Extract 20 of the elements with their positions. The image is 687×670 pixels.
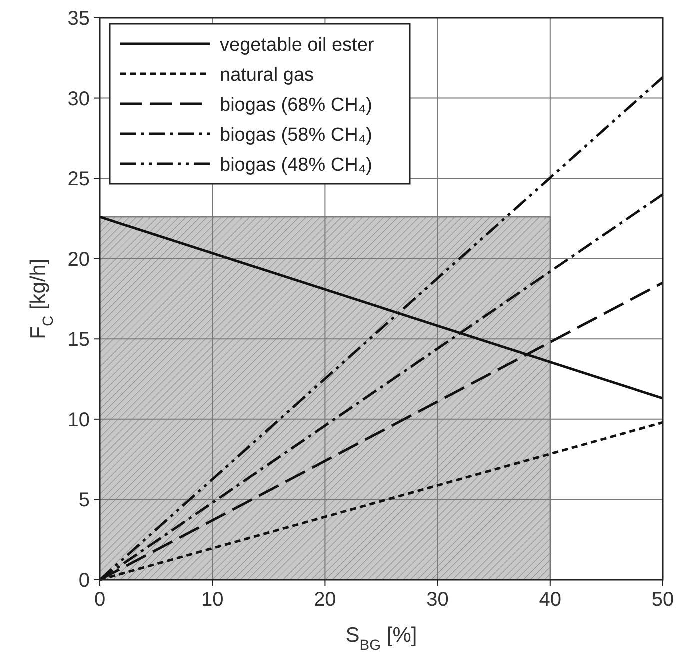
x-axis-title: S$_{BG}$ [%] <box>346 624 418 654</box>
y-tick-label: 10 <box>68 409 90 432</box>
y-tick-label: 0 <box>78 570 90 592</box>
y-tick-label: 5 <box>78 490 90 512</box>
y-tick-label: 20 <box>68 248 90 271</box>
x-tick-label: 20 <box>314 589 336 611</box>
y-tick-label: 35 <box>68 8 90 30</box>
x-tick-label: 0 <box>94 589 106 611</box>
legend-label: natural gas <box>220 65 314 86</box>
x-tick-label: 50 <box>652 589 674 611</box>
x-tick-label: 30 <box>426 589 449 611</box>
legend-label: biogas (48% CH₄) <box>220 155 372 176</box>
x-tick-label: 10 <box>201 589 224 611</box>
y-tick-label: 30 <box>68 88 90 110</box>
legend-label: vegetable oil ester <box>220 35 375 56</box>
legend-label: biogas (68% CH₄) <box>220 95 372 116</box>
legend-label: biogas (58% CH₄) <box>220 125 372 146</box>
y-tick-label: 15 <box>68 329 90 352</box>
x-tick-label: 40 <box>539 589 562 611</box>
y-tick-label: 25 <box>68 168 90 191</box>
